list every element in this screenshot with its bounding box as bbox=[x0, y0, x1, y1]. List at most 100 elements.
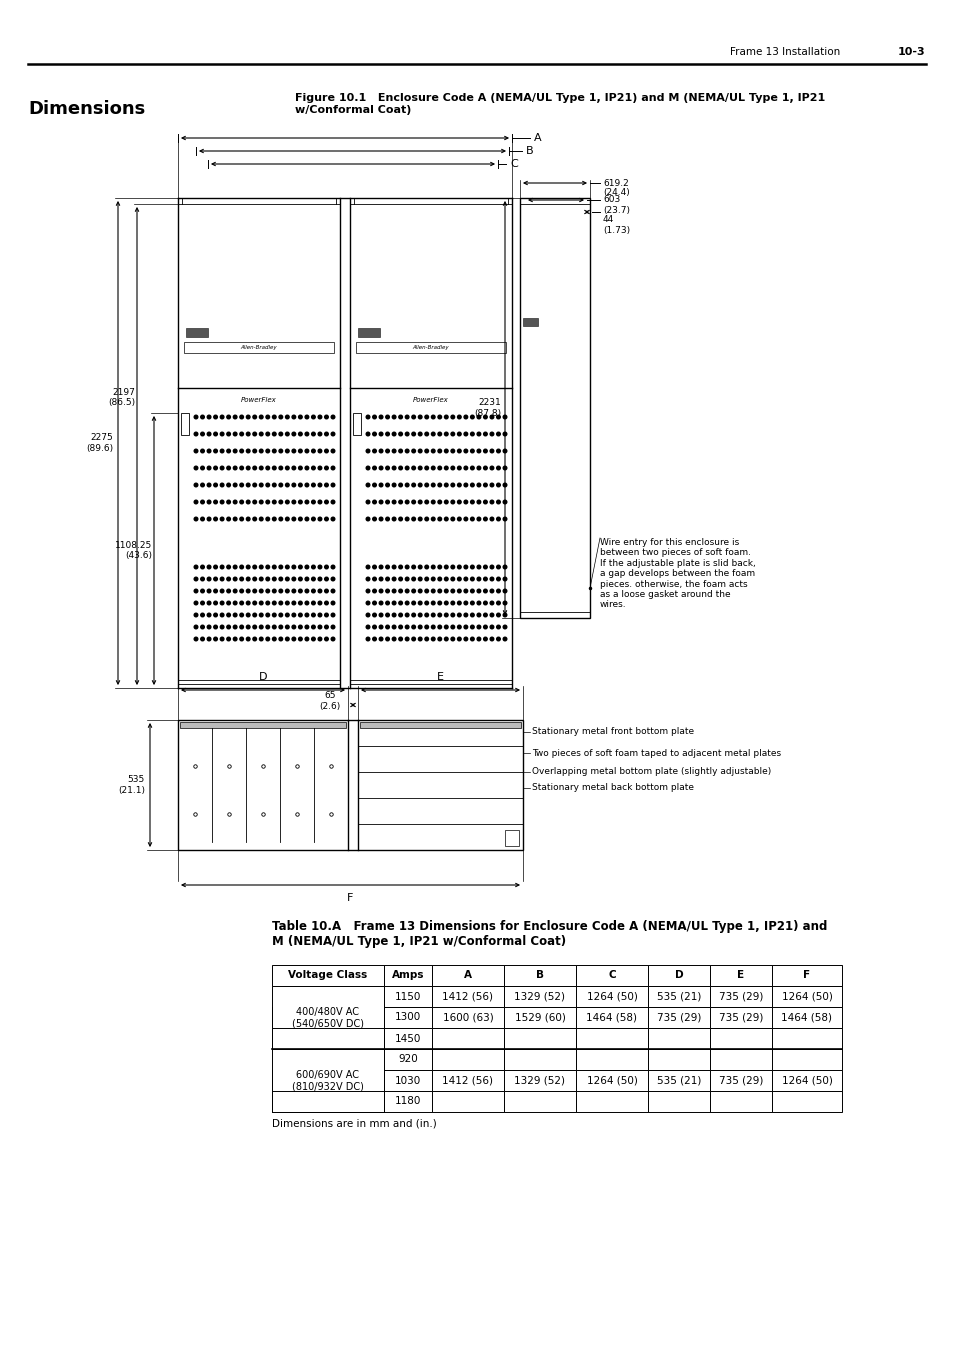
Text: (23.7): (23.7) bbox=[602, 205, 629, 215]
Circle shape bbox=[253, 589, 256, 593]
Circle shape bbox=[470, 637, 474, 641]
Circle shape bbox=[437, 416, 441, 418]
Text: B: B bbox=[536, 971, 543, 980]
Circle shape bbox=[312, 483, 314, 487]
Circle shape bbox=[200, 517, 204, 521]
Circle shape bbox=[278, 613, 282, 617]
Circle shape bbox=[405, 589, 409, 593]
Circle shape bbox=[324, 637, 328, 641]
Circle shape bbox=[451, 589, 455, 593]
Circle shape bbox=[497, 566, 499, 568]
Circle shape bbox=[463, 566, 467, 568]
Circle shape bbox=[412, 589, 415, 593]
Circle shape bbox=[418, 613, 421, 617]
Circle shape bbox=[253, 416, 256, 418]
Circle shape bbox=[392, 466, 395, 470]
Circle shape bbox=[194, 466, 197, 470]
Circle shape bbox=[392, 613, 395, 617]
Text: 1264 (50): 1264 (50) bbox=[781, 991, 832, 1002]
Circle shape bbox=[273, 601, 275, 605]
Circle shape bbox=[259, 483, 263, 487]
Circle shape bbox=[437, 578, 441, 580]
Circle shape bbox=[227, 625, 231, 629]
Circle shape bbox=[233, 517, 236, 521]
Circle shape bbox=[457, 625, 460, 629]
Circle shape bbox=[392, 450, 395, 452]
Circle shape bbox=[444, 625, 448, 629]
Bar bbox=[709, 1071, 771, 1091]
Circle shape bbox=[317, 416, 321, 418]
Circle shape bbox=[266, 501, 270, 504]
Circle shape bbox=[405, 601, 409, 605]
Circle shape bbox=[437, 501, 441, 504]
Bar bbox=[576, 1027, 647, 1049]
Bar bbox=[181, 413, 189, 435]
Circle shape bbox=[502, 450, 506, 452]
Circle shape bbox=[200, 637, 204, 641]
Circle shape bbox=[253, 517, 256, 521]
Circle shape bbox=[437, 566, 441, 568]
Circle shape bbox=[483, 613, 487, 617]
Circle shape bbox=[398, 416, 402, 418]
Circle shape bbox=[418, 450, 421, 452]
Circle shape bbox=[457, 601, 460, 605]
Circle shape bbox=[312, 637, 314, 641]
Text: 10-3: 10-3 bbox=[897, 47, 924, 57]
Circle shape bbox=[373, 613, 375, 617]
Circle shape bbox=[233, 501, 236, 504]
Circle shape bbox=[431, 637, 435, 641]
Circle shape bbox=[490, 601, 494, 605]
Circle shape bbox=[213, 578, 217, 580]
Bar bbox=[359, 722, 520, 728]
Circle shape bbox=[405, 613, 409, 617]
Circle shape bbox=[483, 450, 487, 452]
Circle shape bbox=[444, 450, 448, 452]
Circle shape bbox=[213, 466, 217, 470]
Circle shape bbox=[239, 566, 243, 568]
Text: E: E bbox=[436, 672, 443, 682]
Text: 1300: 1300 bbox=[395, 1012, 420, 1022]
Circle shape bbox=[424, 501, 428, 504]
Circle shape bbox=[431, 578, 435, 580]
Bar bbox=[503, 1027, 576, 1049]
Circle shape bbox=[373, 432, 375, 436]
Circle shape bbox=[298, 613, 302, 617]
Circle shape bbox=[317, 601, 321, 605]
Circle shape bbox=[317, 566, 321, 568]
Circle shape bbox=[497, 625, 499, 629]
Circle shape bbox=[213, 601, 217, 605]
Circle shape bbox=[412, 517, 415, 521]
Circle shape bbox=[373, 466, 375, 470]
Circle shape bbox=[317, 625, 321, 629]
Circle shape bbox=[233, 483, 236, 487]
Circle shape bbox=[273, 613, 275, 617]
Text: 400/480V AC
(540/650V DC): 400/480V AC (540/650V DC) bbox=[292, 1007, 364, 1029]
Circle shape bbox=[502, 466, 506, 470]
Circle shape bbox=[451, 625, 455, 629]
Text: 1264 (50): 1264 (50) bbox=[781, 1076, 832, 1085]
Circle shape bbox=[497, 501, 499, 504]
Circle shape bbox=[278, 625, 282, 629]
Bar bbox=[709, 1091, 771, 1112]
Circle shape bbox=[239, 466, 243, 470]
Circle shape bbox=[227, 589, 231, 593]
Circle shape bbox=[324, 416, 328, 418]
Circle shape bbox=[476, 450, 480, 452]
Circle shape bbox=[463, 637, 467, 641]
Circle shape bbox=[437, 613, 441, 617]
Circle shape bbox=[437, 625, 441, 629]
Circle shape bbox=[373, 601, 375, 605]
Bar bbox=[771, 1091, 841, 1112]
Circle shape bbox=[418, 566, 421, 568]
Circle shape bbox=[273, 416, 275, 418]
Circle shape bbox=[227, 566, 231, 568]
Circle shape bbox=[457, 483, 460, 487]
Circle shape bbox=[398, 450, 402, 452]
Circle shape bbox=[200, 566, 204, 568]
Circle shape bbox=[424, 450, 428, 452]
Circle shape bbox=[405, 432, 409, 436]
Circle shape bbox=[239, 613, 243, 617]
Circle shape bbox=[285, 517, 289, 521]
Circle shape bbox=[451, 613, 455, 617]
Circle shape bbox=[285, 501, 289, 504]
